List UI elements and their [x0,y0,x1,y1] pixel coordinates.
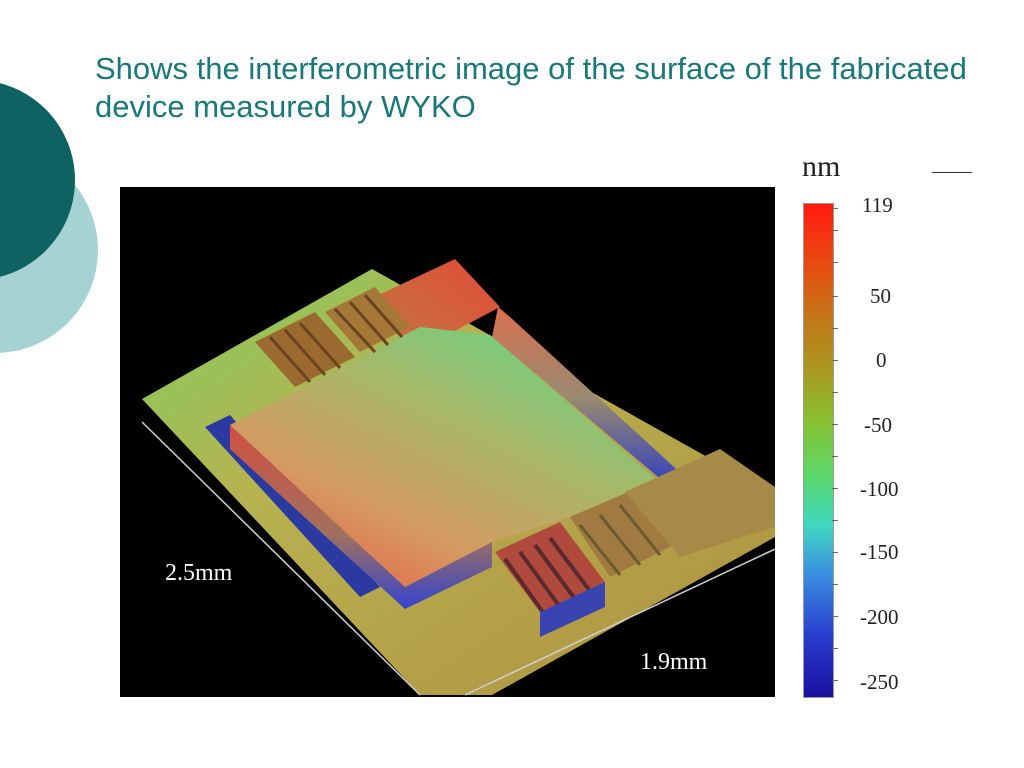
colorbar-tick [832,616,838,617]
colorbar-tick [832,208,838,209]
colorbar-tick-label: -100 [860,477,899,501]
colorbar-tick [832,360,838,361]
colorbar-dash [932,172,972,173]
comb-structure-top [255,287,410,387]
base-edge-line [141,421,421,696]
cavity-right-wall [492,307,685,487]
colorbar-tick [832,552,838,553]
colorbar-tick [832,648,838,649]
colorbar-tick-label: -200 [860,605,899,629]
base-edge-line-2 [464,548,776,696]
decorative-circles [0,83,98,353]
interferometric-surface-image: 2.5mm 1.9mm [120,187,776,697]
bottom-right-pad [625,449,775,557]
colorbar-tick [832,456,838,457]
colorbar-tick [832,262,838,263]
surface-render [141,259,776,696]
colorbar-tick [832,488,838,489]
colorbar-tick [832,328,838,329]
colorbar-tick-label: -150 [860,540,899,564]
colorbar-tick [832,392,838,393]
dimension-label-left: 2.5mm [165,560,233,586]
colorbar-tick-label: -50 [864,413,892,437]
colorbar-tick [832,680,838,681]
raised-platform [230,327,665,587]
colorbar-tick [832,424,838,425]
decorative-circle-dark [0,83,75,277]
colorbar-unit-label: nm [802,150,841,183]
colorbar [803,203,834,698]
colorbar-tick [832,230,838,231]
colorbar-tick-label: 0 [876,348,887,372]
colorbar-tick [832,584,838,585]
colorbar-tick-label: -250 [860,670,899,694]
colorbar-tick [832,296,838,297]
slide-title: Shows the interferometric image of the s… [95,51,967,124]
colorbar-tick-label: 50 [870,284,891,308]
colorbar-tick [832,520,838,521]
colorbar-tick-label: 119 [862,193,893,217]
dimension-label-bottom: 1.9mm [640,649,708,675]
